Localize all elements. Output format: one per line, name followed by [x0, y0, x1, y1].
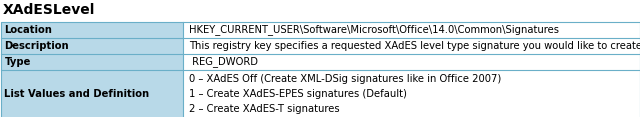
Text: This registry key specifies a requested XAdES level type signature you would lik: This registry key specifies a requested …	[189, 41, 640, 51]
Bar	[1, 54, 182, 70]
Text: List Values and Definition: List Values and Definition	[4, 89, 150, 99]
Text: Location: Location	[4, 25, 52, 35]
Text: Type: Type	[4, 57, 31, 67]
Bar	[1, 70, 182, 117]
Bar	[182, 54, 639, 70]
Text: 1 – Create XAdES-EPES signatures (Default): 1 – Create XAdES-EPES signatures (Defaul…	[189, 89, 406, 99]
Text: HKEY_CURRENT_USER\Software\Microsoft\Office\14.0\Common\Signatures: HKEY_CURRENT_USER\Software\Microsoft\Off…	[189, 25, 559, 35]
Text: 0 – XAdES Off (Create XML-DSig signatures like in Office 2007): 0 – XAdES Off (Create XML-DSig signature…	[189, 74, 501, 84]
Bar	[182, 70, 639, 117]
Text: 2 – Create XAdES-T signatures: 2 – Create XAdES-T signatures	[189, 104, 339, 113]
Text: REG_DWORD: REG_DWORD	[189, 57, 258, 68]
Bar	[1, 22, 182, 38]
Bar	[182, 22, 639, 38]
Bar	[1, 22, 639, 117]
Text: XAdESLevel: XAdESLevel	[3, 3, 95, 17]
Bar	[1, 38, 182, 54]
Text: Description: Description	[4, 41, 69, 51]
Bar	[182, 38, 639, 54]
